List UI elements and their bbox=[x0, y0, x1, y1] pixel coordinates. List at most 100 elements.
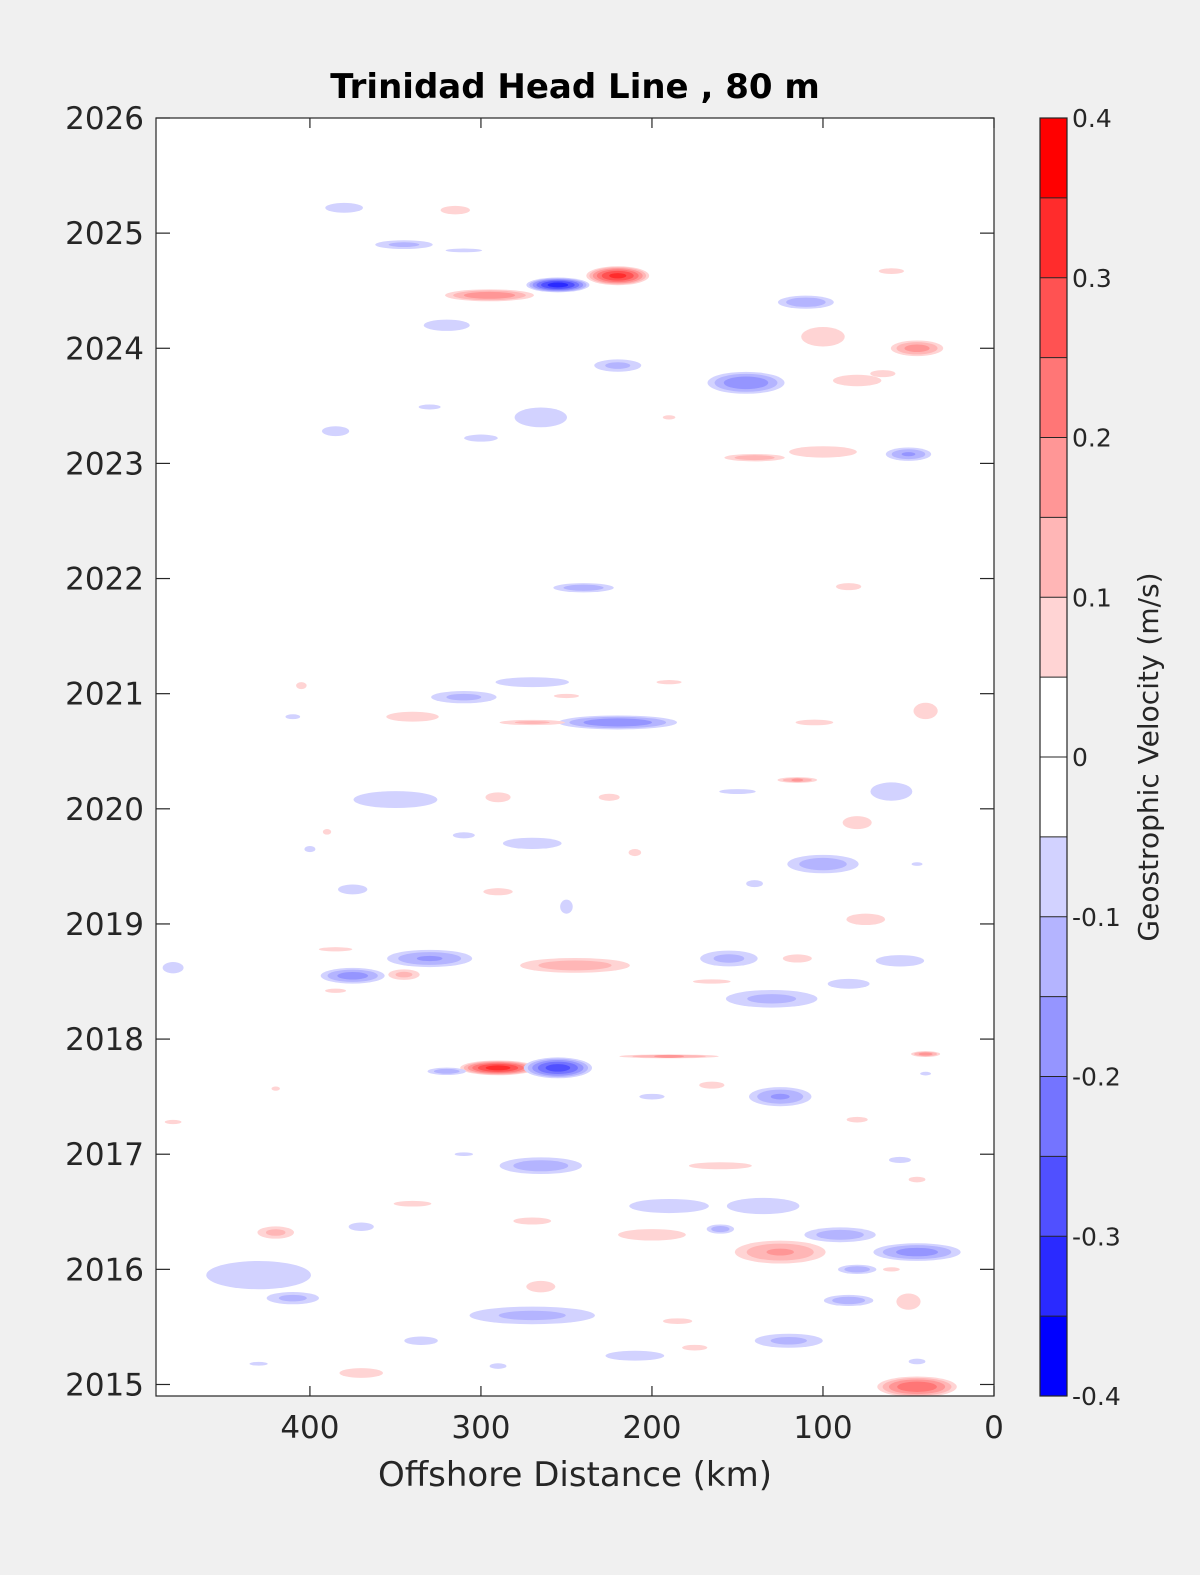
contour-level bbox=[164, 1119, 182, 1125]
contour-level bbox=[896, 1293, 921, 1310]
colorbar-tick-label: 0.2 bbox=[1072, 424, 1112, 453]
contour-level bbox=[416, 955, 443, 962]
contour-level bbox=[386, 711, 439, 722]
contour-level bbox=[452, 832, 475, 839]
contour-level bbox=[897, 1381, 937, 1392]
contour-feature bbox=[827, 978, 870, 989]
contour-level bbox=[832, 1296, 866, 1305]
contour-level bbox=[395, 971, 413, 978]
contour-level bbox=[786, 297, 826, 307]
contour-level bbox=[538, 960, 612, 971]
contour-level bbox=[628, 849, 642, 857]
contour-feature bbox=[782, 954, 812, 963]
contour-level bbox=[404, 1336, 438, 1345]
contour-feature bbox=[836, 583, 862, 591]
colorbar-swatch bbox=[1040, 517, 1067, 598]
contour-level bbox=[325, 202, 363, 213]
contour-feature bbox=[469, 1306, 595, 1325]
contour-feature bbox=[837, 1264, 877, 1274]
contour-feature bbox=[257, 1226, 295, 1239]
y-tick-label: 2016 bbox=[65, 1252, 144, 1288]
contour-level bbox=[321, 426, 350, 437]
contour-level bbox=[699, 1081, 725, 1089]
contour-feature bbox=[464, 434, 498, 442]
contour-feature bbox=[560, 899, 573, 914]
y-tick-label: 2015 bbox=[65, 1367, 144, 1403]
contour-feature bbox=[842, 816, 872, 830]
contour-feature bbox=[499, 1157, 582, 1175]
contour-level bbox=[711, 1225, 730, 1233]
contour-feature bbox=[911, 1051, 941, 1057]
contour-level bbox=[827, 978, 870, 989]
contour-level bbox=[789, 446, 857, 458]
chart-title: Trinidad Head Line , 80 m bbox=[330, 67, 820, 107]
contour-level bbox=[870, 370, 896, 378]
contour-level bbox=[393, 1200, 432, 1207]
plot-background bbox=[156, 118, 994, 1396]
contour-feature bbox=[558, 715, 677, 730]
contour-feature bbox=[725, 989, 818, 1008]
contour-level bbox=[495, 677, 569, 688]
x-tick-label: 400 bbox=[280, 1410, 339, 1446]
contour-feature bbox=[875, 955, 925, 967]
contour-feature bbox=[495, 677, 569, 688]
x-axis: 400 300 200 100 0 bbox=[280, 118, 1004, 1446]
contour-level bbox=[464, 434, 498, 442]
contour-level bbox=[337, 971, 369, 980]
contour-level bbox=[514, 720, 550, 724]
contour-feature bbox=[304, 846, 316, 853]
contour-feature bbox=[700, 950, 758, 967]
contour-level bbox=[445, 248, 483, 253]
y-tick-label: 2017 bbox=[65, 1137, 144, 1173]
contour-level bbox=[875, 955, 925, 967]
contour-feature bbox=[777, 295, 834, 309]
contour-level bbox=[846, 913, 886, 926]
contour-feature bbox=[789, 446, 857, 458]
y-tick-label: 2024 bbox=[65, 331, 144, 367]
contour-feature bbox=[911, 862, 923, 866]
colorbar-swatch bbox=[1040, 757, 1067, 837]
colorbar-tick-label: -0.1 bbox=[1072, 903, 1121, 932]
contour-feature bbox=[483, 888, 513, 896]
contour-level bbox=[318, 947, 353, 952]
colorbar-swatch bbox=[1040, 597, 1067, 678]
contour-feature bbox=[325, 988, 347, 993]
contour-feature bbox=[877, 1376, 957, 1396]
contour-level bbox=[322, 829, 332, 835]
contour-level bbox=[908, 1358, 926, 1365]
contour-level bbox=[285, 714, 301, 720]
contour-feature bbox=[387, 949, 473, 968]
contour-level bbox=[662, 1318, 693, 1324]
contour-level bbox=[888, 1156, 911, 1164]
contour-level bbox=[598, 793, 620, 801]
contour-feature bbox=[846, 1116, 868, 1123]
colorbar-tick-label: 0.4 bbox=[1072, 104, 1112, 133]
colorbar-swatch bbox=[1040, 357, 1067, 438]
contour-feature bbox=[749, 1087, 812, 1107]
contour-feature bbox=[440, 205, 470, 215]
contour-feature bbox=[804, 1227, 876, 1243]
contour-level bbox=[162, 962, 184, 974]
contour-level bbox=[433, 1068, 460, 1074]
contour-level bbox=[746, 880, 763, 888]
contour-feature bbox=[321, 426, 350, 437]
contour-level bbox=[656, 680, 682, 685]
y-tick-label: 2023 bbox=[65, 446, 144, 482]
contour-feature bbox=[388, 969, 420, 980]
contour-feature bbox=[285, 714, 301, 720]
y-tick-label: 2022 bbox=[65, 562, 144, 598]
contour-level bbox=[913, 702, 938, 720]
contour-level bbox=[489, 1363, 507, 1369]
colorbar-label: Geostrophic Velocity (m/s) bbox=[1132, 572, 1165, 941]
contour-level bbox=[423, 319, 470, 331]
y-tick-label: 2025 bbox=[65, 216, 144, 252]
contour-level bbox=[801, 326, 845, 347]
contour-feature bbox=[423, 319, 470, 331]
contour-feature bbox=[431, 690, 497, 704]
contour-level bbox=[514, 407, 567, 428]
contour-feature bbox=[726, 1197, 800, 1215]
contour-feature bbox=[832, 374, 882, 387]
contour-level bbox=[502, 837, 562, 849]
colorbar-swatch bbox=[1040, 1076, 1067, 1157]
contour-feature bbox=[896, 1293, 921, 1310]
